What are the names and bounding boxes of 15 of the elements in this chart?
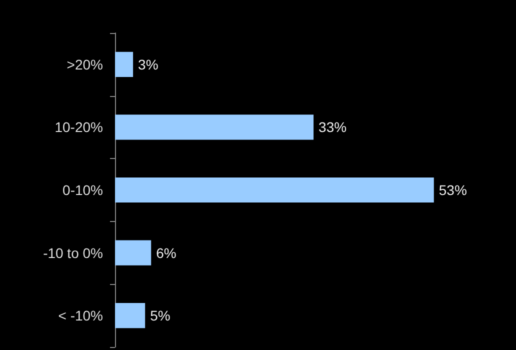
y-tick-label: < -10%	[58, 308, 103, 324]
bar	[115, 303, 146, 328]
y-tick-label: -10 to 0%	[43, 244, 103, 261]
data-label: 5%	[150, 308, 170, 324]
bar	[115, 114, 314, 140]
bar	[115, 52, 134, 77]
data-label: 33%	[318, 119, 347, 136]
data-label: 6%	[156, 244, 176, 261]
bar	[115, 240, 152, 266]
y-tick-label: 10-20%	[54, 119, 103, 136]
y-tick-label: >20%	[66, 56, 103, 72]
data-label: 3%	[138, 56, 158, 72]
bar	[115, 177, 434, 203]
data-label: 53%	[438, 182, 467, 198]
y-tick-label: 0-10%	[62, 182, 103, 198]
